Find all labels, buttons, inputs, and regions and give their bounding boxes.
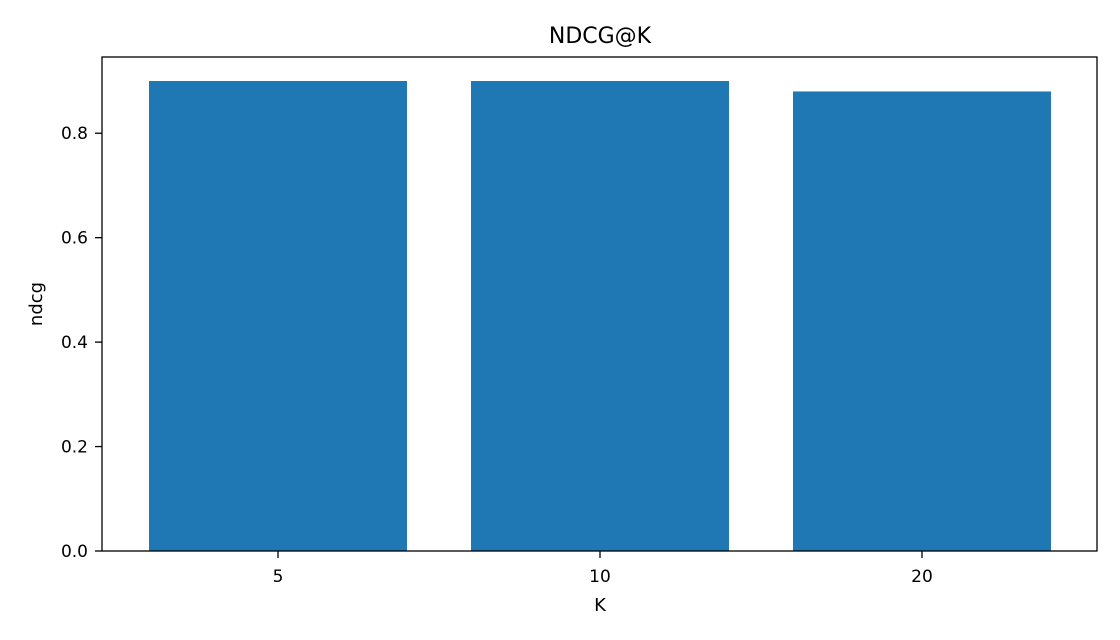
y-tick-label-0.0: 0.0: [61, 542, 88, 562]
chart-title: NDCG@K: [549, 24, 652, 49]
bars-group: [149, 81, 1051, 551]
y-tick-label-0.6: 0.6: [61, 229, 88, 249]
y-axis-label: ndcg: [26, 282, 47, 326]
bar-5: [149, 81, 407, 551]
x-axis-label: K: [594, 595, 607, 616]
y-axis: 0.0 0.2 0.4 0.6 0.8: [61, 124, 102, 562]
y-tick-label-0.2: 0.2: [61, 438, 88, 458]
y-tick-label-0.4: 0.4: [61, 333, 88, 353]
x-tick-label-20: 20: [911, 567, 933, 587]
x-tick-label-10: 10: [589, 567, 611, 587]
bar-10: [471, 81, 729, 551]
bar-20: [793, 91, 1051, 551]
x-axis: 5 10 20: [273, 551, 933, 587]
y-tick-label-0.8: 0.8: [61, 124, 88, 144]
x-tick-label-5: 5: [273, 567, 284, 587]
